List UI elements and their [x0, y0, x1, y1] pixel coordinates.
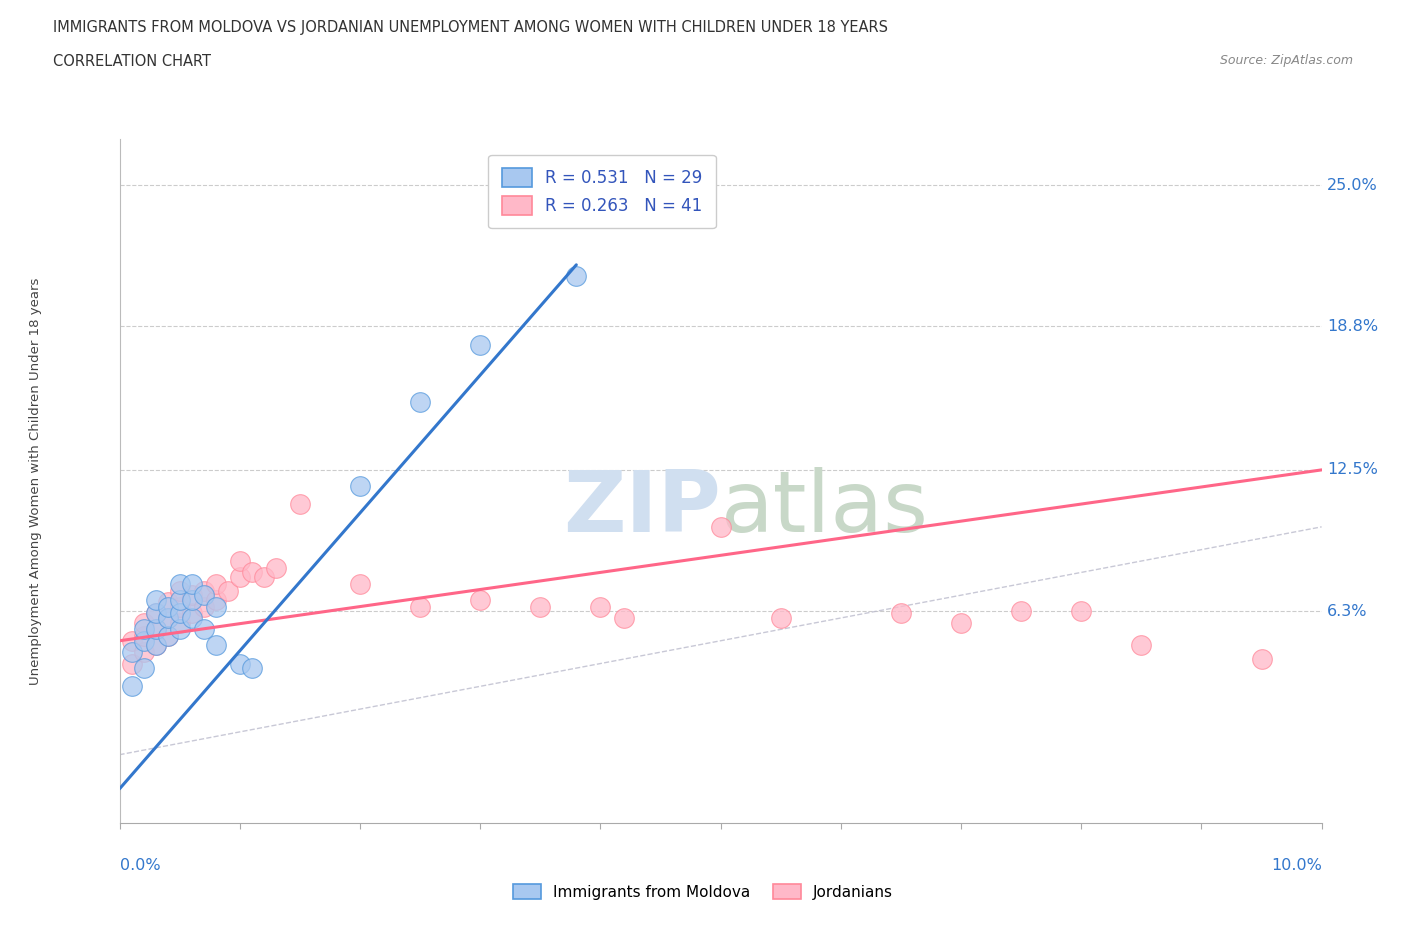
Point — [121, 633, 143, 648]
Point — [180, 592, 202, 607]
Legend: R = 0.531   N = 29, R = 0.263   N = 41: R = 0.531 N = 29, R = 0.263 N = 41 — [488, 154, 716, 228]
Point — [217, 583, 239, 598]
Text: CORRELATION CHART: CORRELATION CHART — [53, 54, 211, 69]
Point — [145, 638, 167, 653]
Point — [193, 599, 215, 614]
Point — [193, 588, 215, 603]
Point — [468, 338, 492, 352]
Point — [169, 622, 191, 637]
Point — [228, 657, 252, 671]
Point — [950, 615, 973, 630]
Point — [529, 599, 551, 614]
Point — [193, 583, 215, 598]
Point — [169, 577, 191, 591]
Text: 6.3%: 6.3% — [1327, 604, 1368, 618]
Point — [193, 622, 215, 637]
Point — [132, 644, 155, 659]
Text: IMMIGRANTS FROM MOLDOVA VS JORDANIAN UNEMPLOYMENT AMONG WOMEN WITH CHILDREN UNDE: IMMIGRANTS FROM MOLDOVA VS JORDANIAN UNE… — [53, 20, 889, 35]
Point — [156, 629, 179, 644]
Point — [1010, 604, 1032, 618]
Point — [1130, 638, 1153, 653]
Point — [156, 629, 179, 644]
Point — [204, 592, 226, 607]
Point — [264, 561, 287, 576]
Point — [1070, 604, 1092, 618]
Point — [240, 565, 263, 580]
Point — [240, 660, 263, 675]
Point — [228, 569, 252, 584]
Point — [180, 588, 202, 603]
Point — [132, 633, 155, 648]
Point — [253, 569, 276, 584]
Point — [145, 622, 167, 637]
Point — [180, 611, 202, 626]
Point — [145, 606, 167, 621]
Text: atlas: atlas — [720, 467, 928, 551]
Point — [156, 599, 179, 614]
Point — [613, 611, 636, 626]
Point — [890, 606, 912, 621]
Point — [1250, 652, 1272, 667]
Point — [132, 622, 155, 637]
Point — [121, 644, 143, 659]
Point — [169, 599, 191, 614]
Point — [145, 622, 167, 637]
Point — [145, 592, 167, 607]
Point — [565, 269, 588, 284]
Point — [121, 679, 143, 694]
Point — [228, 553, 252, 568]
Point — [288, 497, 311, 512]
Point — [709, 519, 731, 534]
Text: 25.0%: 25.0% — [1327, 178, 1378, 193]
Point — [169, 615, 191, 630]
Point — [156, 611, 179, 626]
Point — [180, 606, 202, 621]
Point — [349, 478, 371, 493]
Text: 12.5%: 12.5% — [1327, 462, 1378, 477]
Text: 18.8%: 18.8% — [1327, 319, 1378, 334]
Text: 0.0%: 0.0% — [120, 858, 160, 873]
Point — [169, 592, 191, 607]
Point — [468, 592, 492, 607]
Point — [169, 583, 191, 598]
Text: Unemployment Among Women with Children Under 18 years: Unemployment Among Women with Children U… — [28, 277, 42, 685]
Text: Source: ZipAtlas.com: Source: ZipAtlas.com — [1219, 54, 1353, 67]
Point — [169, 606, 191, 621]
Text: ZIP: ZIP — [562, 467, 720, 551]
Point — [156, 611, 179, 626]
Point — [156, 594, 179, 609]
Point — [132, 629, 155, 644]
Point — [409, 394, 432, 409]
Text: 10.0%: 10.0% — [1271, 858, 1322, 873]
Point — [132, 660, 155, 675]
Point — [409, 599, 432, 614]
Point — [145, 638, 167, 653]
Point — [349, 577, 371, 591]
Point — [132, 615, 155, 630]
Point — [769, 611, 792, 626]
Point — [589, 599, 612, 614]
Point — [204, 638, 226, 653]
Legend: Immigrants from Moldova, Jordanians: Immigrants from Moldova, Jordanians — [508, 877, 898, 906]
Point — [121, 657, 143, 671]
Point — [180, 577, 202, 591]
Point — [204, 599, 226, 614]
Point — [145, 606, 167, 621]
Point — [204, 577, 226, 591]
